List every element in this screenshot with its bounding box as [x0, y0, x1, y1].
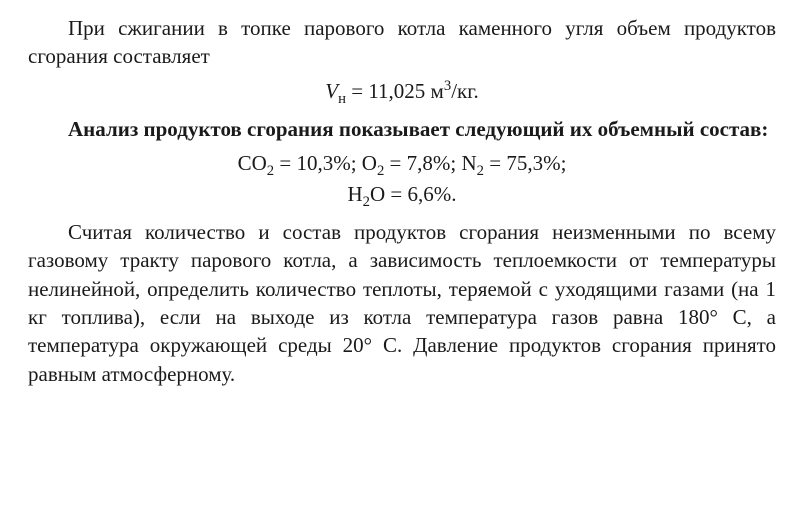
- paragraph-1: При сжигании в топке парового котла каме…: [28, 14, 776, 71]
- co2-label: CO: [238, 151, 267, 175]
- o2-val: = 7,8%;: [384, 151, 461, 175]
- paragraph-3: Считая количество и состав продуктов сго…: [28, 218, 776, 388]
- unit-post: /кг.: [451, 79, 479, 103]
- n2-sub: 2: [477, 164, 484, 180]
- composition-line-2: H2O = 6,6%.: [28, 180, 776, 208]
- paragraph-2-bold: Анализ продуктов сгорания показывает сле…: [28, 115, 776, 143]
- o2-label: O: [362, 151, 377, 175]
- equation-volume: Vн = 11,025 м3/кг.: [28, 77, 776, 105]
- co2-sub: 2: [267, 164, 274, 180]
- eq-value: 11,025: [368, 79, 425, 103]
- n2-label: N: [461, 151, 476, 175]
- h2o-h: H: [347, 182, 362, 206]
- co2-val: = 10,3%;: [274, 151, 362, 175]
- var-v: V: [325, 79, 338, 103]
- n2-val: = 75,3%;: [484, 151, 566, 175]
- eq-sign: =: [346, 79, 368, 103]
- page: При сжигании в топке парового котла каме…: [0, 0, 804, 408]
- composition-block: CO2 = 10,3%; O2 = 7,8%; N2 = 75,3%; H2O …: [28, 149, 776, 208]
- var-v-sub: н: [338, 91, 346, 107]
- h2o-val: = 6,6%.: [385, 182, 456, 206]
- h2o-sub1: 2: [363, 194, 370, 210]
- unit-pre: м: [425, 79, 444, 103]
- composition-line-1: CO2 = 10,3%; O2 = 7,8%; N2 = 75,3%;: [28, 149, 776, 177]
- h2o-o: O: [370, 182, 385, 206]
